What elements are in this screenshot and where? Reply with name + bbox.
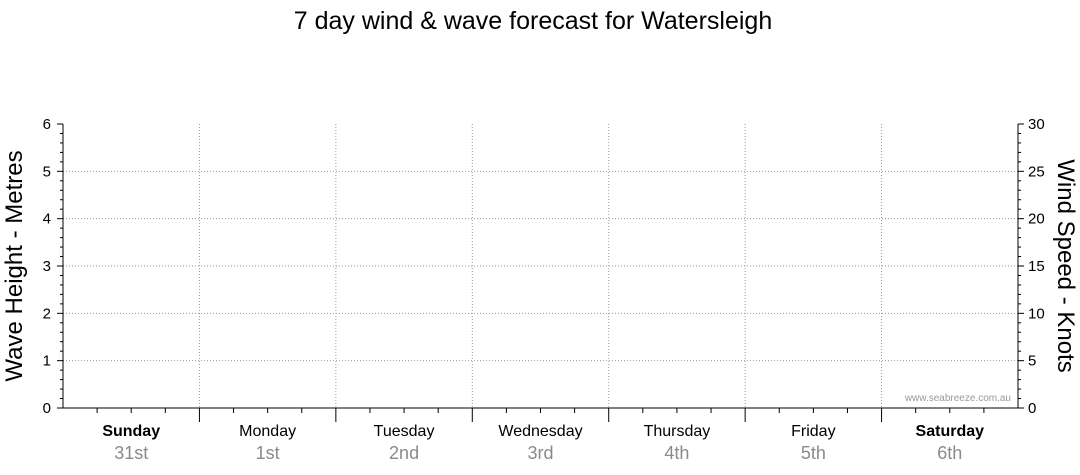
day-date-label: 1st [256,443,280,463]
chart-title: 7 day wind & wave forecast for Waterslei… [294,7,772,35]
left-tick-label: 4 [43,211,51,228]
right-tick-label: 30 [1028,116,1045,133]
right-tick-label: 10 [1028,305,1045,322]
axes-layer: 0 1 2 3 4 5 6 0 5 10 15 20 25 30 Sunday 31st Monday 1st Tu… [43,116,1045,463]
day-date-label: 6th [937,443,962,463]
right-axis-title: Wind Speed - Knots [1052,159,1079,372]
right-tick-label: 25 [1028,163,1045,180]
right-tick-label: 20 [1028,211,1045,228]
left-tick-label: 3 [43,258,51,275]
right-tick-label: 0 [1028,400,1036,417]
left-tick-label: 0 [43,400,51,417]
day-name-label: Saturday [916,423,985,440]
left-tick-label: 5 [43,163,51,180]
day-date-label: 3rd [527,443,553,463]
day-date-label: 31st [114,443,148,463]
left-tick-label: 6 [43,116,51,133]
day-name-label: Monday [239,423,296,440]
day-date-label: 4th [664,443,689,463]
day-name-label: Wednesday [498,423,582,440]
day-date-label: 2nd [389,443,419,463]
watermark-text: www.seabreeze.com.au [904,393,1011,404]
left-tick-label: 1 [43,353,51,370]
grid-layer [63,124,1018,408]
right-tick-label: 5 [1028,353,1036,370]
right-tick-label: 15 [1028,258,1045,275]
day-name-label: Sunday [102,423,160,440]
day-name-label: Friday [791,423,835,440]
day-name-label: Tuesday [374,423,435,440]
day-name-label: Thursday [644,423,711,440]
left-axis-title: Wave Height - Metres [1,150,28,381]
day-date-label: 5th [801,443,826,463]
left-tick-label: 2 [43,305,51,322]
